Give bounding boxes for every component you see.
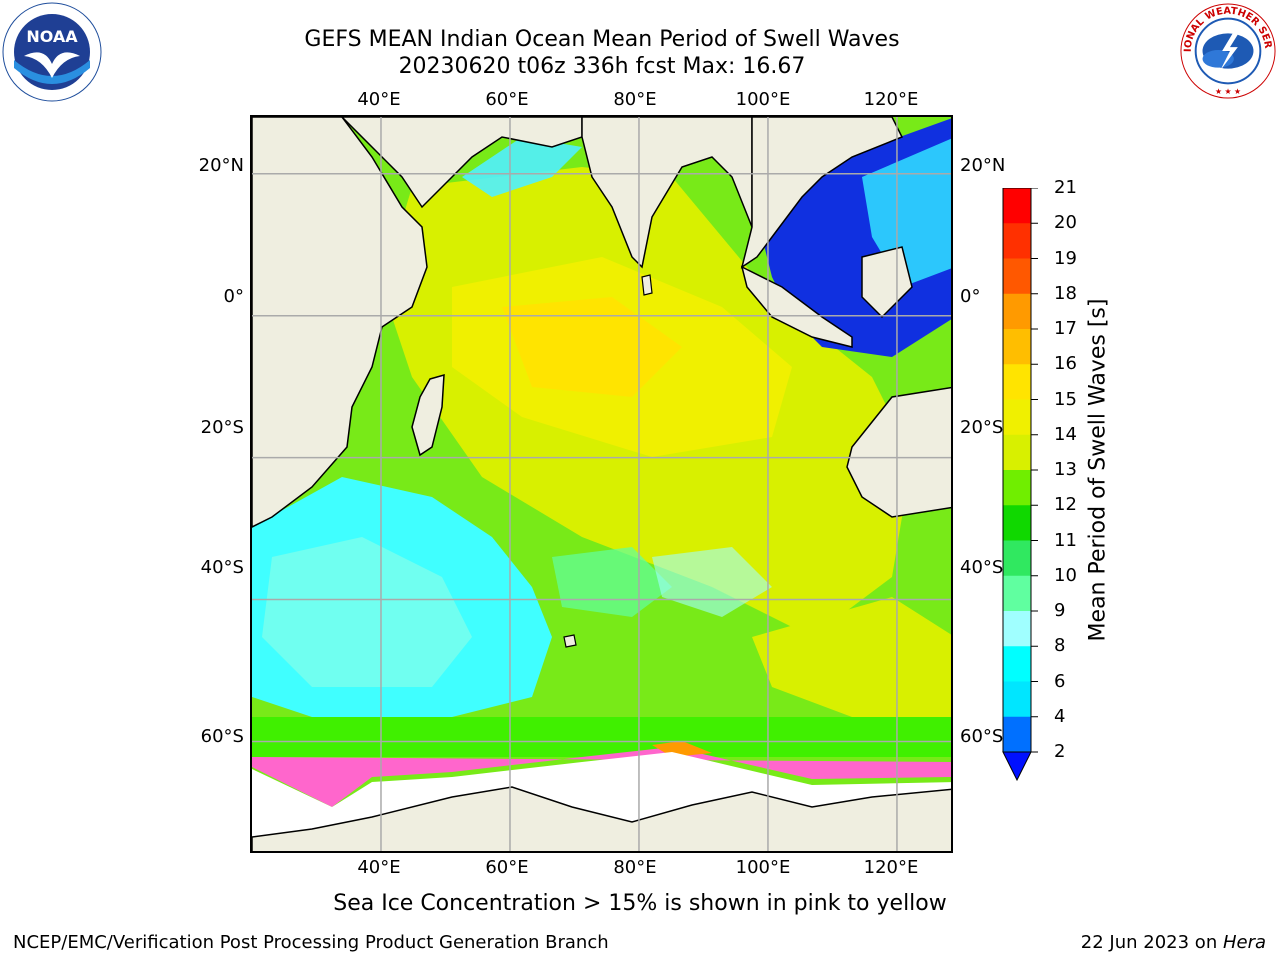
lat-label-left-0: 0°: [223, 286, 244, 307]
map-canvas: [252, 117, 951, 851]
colorbar-tick-label: 9: [1054, 600, 1066, 621]
lon-label-top-60e: 60°E: [485, 89, 529, 110]
lon-label-top-100e: 100°E: [735, 89, 791, 110]
lon-label-bottom-120e: 120°E: [863, 857, 919, 878]
colorbar-label: Mean Period of Swell Waves [s]: [1085, 298, 1111, 642]
sea-ice-note: Sea Ice Concentration > 15% is shown in …: [333, 891, 947, 916]
swell-zone-southeast: [752, 597, 951, 717]
land-antarctica: [252, 786, 951, 851]
colorbar-bin: [1003, 293, 1031, 330]
noaa-logo: NOAA: [2, 2, 102, 102]
lat-label-right-40s: 40°S: [960, 557, 1004, 578]
lat-label-right-20s: 20°S: [960, 417, 1004, 438]
lat-label-left-20n: 20°N: [198, 155, 244, 176]
lat-label-left-40s: 40°S: [200, 557, 244, 578]
lon-label-top-40e: 40°E: [357, 89, 401, 110]
lat-label-right-60s: 60°S: [960, 726, 1004, 747]
lat-label-right-0: 0°: [960, 286, 981, 307]
swell-zone-southern-band: [252, 717, 951, 757]
colorbar-bin: [1003, 681, 1031, 718]
colorbar-tick-label: 8: [1054, 635, 1066, 657]
swell-zone-15-16s: [502, 297, 682, 397]
colorbar-bin: [1003, 575, 1031, 612]
colorbar-tick-label: 18: [1054, 282, 1077, 304]
colorbar-bin: [1003, 434, 1031, 471]
generation-date: 22 Jun 2023 on Hera: [1081, 932, 1266, 953]
colorbar-tick-label: 11: [1054, 529, 1077, 551]
swell-zone-8-9s: [262, 537, 472, 687]
map-graticule: [252, 117, 951, 851]
colorbar-tick-label: 20: [1054, 212, 1077, 234]
colorbar-bin: [1003, 399, 1031, 436]
colorbar-extend-arrow: [1002, 751, 1032, 782]
lon-label-bottom-40e: 40°E: [357, 857, 401, 878]
colorbar-tick-label: 6: [1054, 670, 1066, 692]
colorbar-bin: [1003, 188, 1031, 224]
noaa-logo-text: NOAA: [26, 27, 78, 46]
colorbar-tick-label: 15: [1054, 388, 1077, 410]
lon-label-bottom-100e: 100°E: [735, 857, 791, 878]
date-text: 22 Jun 2023 on: [1080, 932, 1223, 953]
colorbar-tick-label: 17: [1054, 318, 1077, 339]
producer-credit: NCEP/EMC/Verification Post Processing Pr…: [13, 932, 609, 953]
lon-label-top-80e: 80°E: [613, 89, 657, 110]
land-madagascar: [411, 373, 445, 457]
land-southeast-asia: [740, 117, 904, 269]
chart-subtitle: 20230620 t06z 336h fcst Max: 16.67: [398, 54, 806, 79]
colorbar-bin: [1003, 223, 1031, 259]
land-sumatra: [740, 265, 853, 348]
host-name: Hera: [1222, 932, 1266, 953]
land-australia: [846, 386, 951, 518]
colorbar: [1002, 188, 1038, 782]
nws-logo: NATIONAL WEATHER SERVICE ★ ★ ★: [1178, 2, 1276, 99]
colorbar-tick-label: 12: [1054, 494, 1077, 516]
colorbar-tick-label: 10: [1054, 564, 1077, 586]
lat-label-left-20s: 20°S: [200, 417, 244, 438]
colorbar-tick-label: 4: [1054, 705, 1066, 727]
colorbar-tick-label: 14: [1054, 423, 1077, 445]
lon-label-bottom-80e: 80°E: [613, 857, 657, 878]
colorbar-tick-label: 19: [1054, 247, 1077, 269]
lon-label-top-120e: 120°E: [863, 89, 919, 110]
lon-label-bottom-60e: 60°E: [485, 857, 529, 878]
colorbar-bin: [1003, 540, 1031, 577]
colorbar-bin: [1003, 329, 1031, 365]
lat-label-left-60s: 60°S: [200, 726, 244, 747]
colorbar-bin: [1003, 505, 1031, 541]
svg-text:★ ★ ★: ★ ★ ★: [1215, 87, 1241, 96]
colorbar-tick-label: 21: [1054, 177, 1077, 198]
colorbar-bin: [1003, 611, 1031, 647]
colorbar-tick-label: 16: [1054, 353, 1077, 375]
sea-ice-margin: [252, 747, 951, 807]
colorbar-tick-label: 2: [1054, 741, 1066, 762]
swell-period-map: [250, 115, 953, 853]
chart-title: GEFS MEAN Indian Ocean Mean Period of Sw…: [304, 27, 900, 52]
colorbar-bin: [1003, 364, 1031, 400]
colorbar-bin: [1003, 258, 1031, 295]
colorbar-tick-label: 13: [1054, 459, 1077, 480]
colorbar-bin: [1003, 646, 1031, 682]
colorbar-bin: [1003, 470, 1031, 506]
colorbar-bin: [1003, 716, 1031, 753]
lat-label-right-20n: 20°N: [960, 155, 1006, 176]
